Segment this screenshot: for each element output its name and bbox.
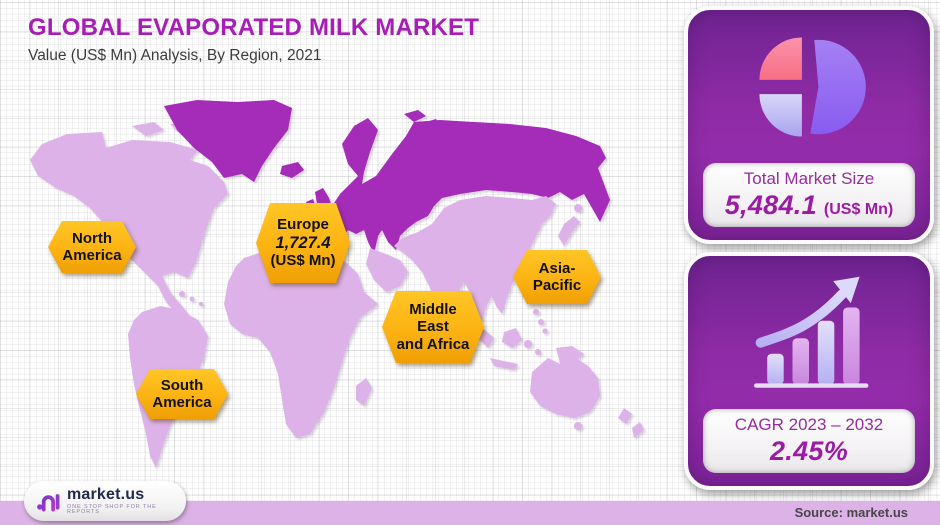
market-size-label: Total Market Size [743, 169, 875, 188]
market-size-unit: (US$ Mn) [823, 201, 894, 218]
region-label-europe: Europe 1,727.4 (US$ Mn) [256, 203, 350, 283]
header: GLOBAL EVAPORATED MILK MARKET Value (US$… [28, 14, 479, 65]
europe-russia-shape [316, 118, 610, 254]
growth-bar-chart-icon [754, 276, 869, 388]
region-label-middle-east-africa: Middle East and Africa [382, 291, 484, 363]
africa-shape [224, 250, 378, 438]
marketus-logo: market.us ONE STOP SHOP FOR THE REPORTS [24, 481, 186, 521]
europe-value: 1,727.4 [275, 233, 331, 252]
logo-name: market.us [66, 485, 145, 503]
region-label-south-america: South America [136, 369, 228, 419]
logo-tagline: ONE STOP SHOP FOR THE REPORTS [66, 503, 157, 515]
north-america-shape [30, 132, 228, 334]
cagr-card: CAGR 2023 – 2032 2.45% [684, 252, 934, 490]
page-title: GLOBAL EVAPORATED MILK MARKET [28, 14, 480, 41]
australia-shape [530, 348, 600, 418]
marketus-logo-icon [37, 494, 60, 512]
region-label-north-america: North America [48, 221, 136, 273]
source-text: Source: market.us [794, 505, 908, 520]
greenland-shape [164, 100, 292, 182]
cagr-value: 2.45% [769, 436, 849, 466]
pie-chart-icon [759, 37, 866, 137]
market-size-value: 5,484.1 [724, 190, 817, 220]
cagr-label: CAGR 2023 – 2032 [734, 415, 884, 434]
market-size-value-box: Total Market Size 5,484.1 (US$ Mn) [703, 163, 915, 227]
cagr-value-box: CAGR 2023 – 2032 2.45% [703, 409, 915, 473]
region-label-asia-pacific: Asia- Pacific [513, 250, 601, 304]
total-market-size-card: Total Market Size 5,484.1 (US$ Mn) [684, 6, 934, 244]
arrow-up-icon [755, 289, 847, 348]
page-subtitle: Value (US$ Mn) Analysis, By Region, 2021 [28, 47, 322, 64]
